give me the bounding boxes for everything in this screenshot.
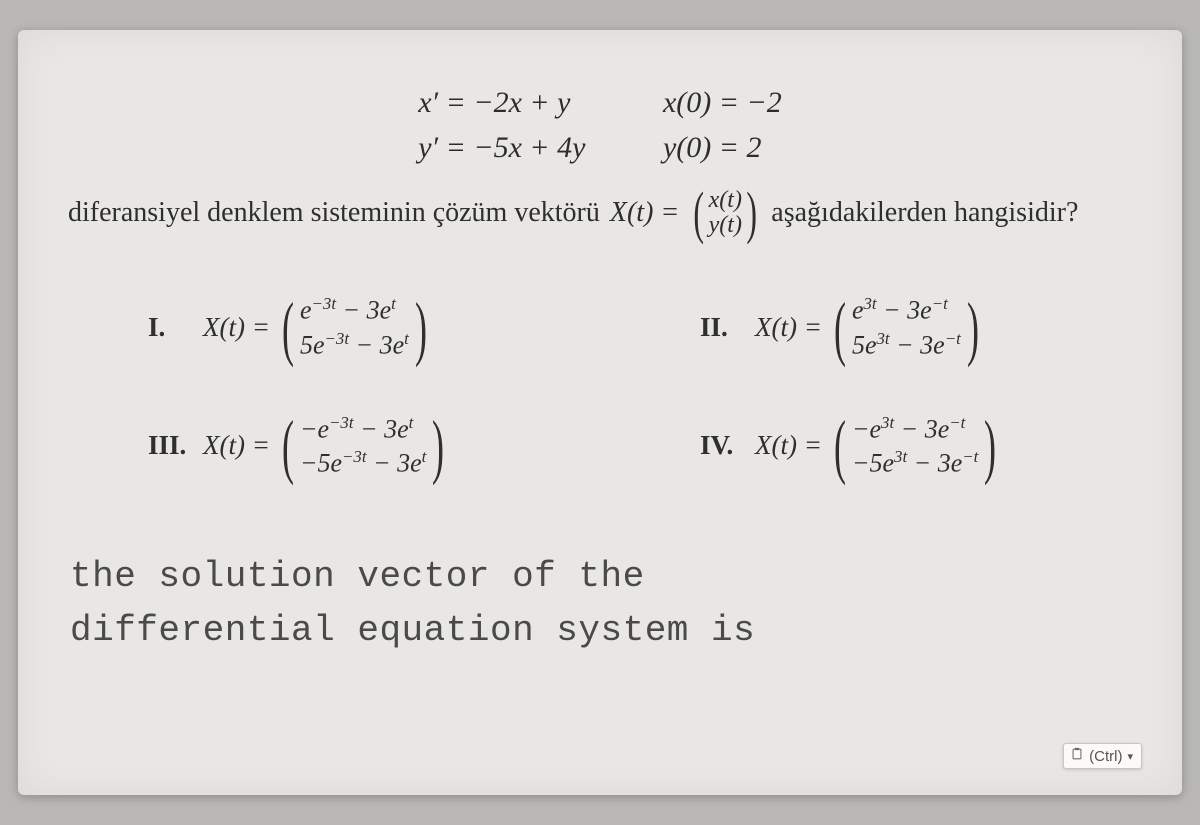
- eq1-ic: x(0) = −2: [663, 86, 782, 119]
- vec-row1: e3t − 3e−t: [852, 293, 961, 327]
- vec-row2: 5e3t − 3e−t: [852, 328, 961, 362]
- question-vector: ( x(t) y(t) ): [689, 188, 761, 238]
- vec-row2: 5e−3t − 3et: [300, 328, 409, 362]
- translation-text: the solution vector of the differential …: [58, 550, 1142, 658]
- option-lhs: X(t) =: [203, 312, 270, 343]
- option-III: III. X(t) = ( −e−3t − 3et −5e−3t − 3et ): [58, 412, 590, 480]
- option-vector: ( −e−3t − 3et −5e−3t − 3et ): [276, 412, 450, 480]
- translation-line1: the solution vector of the: [70, 556, 645, 597]
- eq1-lhs: x′ = −2x + y: [418, 86, 570, 119]
- question-text: diferansiyel denklem sisteminin çözüm ve…: [68, 188, 1132, 238]
- option-label: III.: [148, 430, 203, 461]
- ctrl-label: (Ctrl): [1089, 748, 1122, 765]
- options-grid: I. X(t) = ( e−3t − 3et 5e−3t − 3et ) II.…: [58, 293, 1142, 480]
- vec-row1: −e3t − 3e−t: [852, 412, 978, 446]
- option-label: II.: [700, 312, 755, 343]
- chevron-down-icon: ▾: [1127, 750, 1133, 763]
- option-vector: ( e3t − 3e−t 5e3t − 3e−t ): [828, 293, 985, 361]
- vec-top: x(t): [709, 188, 742, 213]
- option-IV: IV. X(t) = ( −e3t − 3e−t −5e3t − 3e−t ): [610, 412, 1142, 480]
- eq2-lhs: y′ = −5x + 4y: [418, 131, 585, 164]
- vec-row1: e−3t − 3et: [300, 293, 409, 327]
- option-I: I. X(t) = ( e−3t − 3et 5e−3t − 3et ): [58, 293, 590, 361]
- ctrl-button[interactable]: (Ctrl) ▾: [1063, 743, 1142, 769]
- option-lhs: X(t) =: [755, 312, 822, 343]
- paste-icon: [1070, 747, 1084, 765]
- translation-line2: differential equation system is: [70, 610, 755, 651]
- option-lhs: X(t) =: [203, 430, 270, 461]
- system-equations: x′ = −2x + y y′ = −5x + 4y x(0) = −2 y(0…: [58, 80, 1142, 170]
- vec-row1: −e−3t − 3et: [300, 412, 426, 446]
- eq2-ic: y(0) = 2: [663, 131, 762, 164]
- option-label: I.: [148, 312, 203, 343]
- question-post: aşağıdakilerden hangisidir?: [771, 193, 1078, 234]
- option-vector: ( e−3t − 3et 5e−3t − 3et ): [276, 293, 433, 361]
- option-II: II. X(t) = ( e3t − 3e−t 5e3t − 3e−t ): [610, 293, 1142, 361]
- vec-row2: −5e−3t − 3et: [300, 446, 426, 480]
- option-lhs: X(t) =: [755, 430, 822, 461]
- vec-row2: −5e3t − 3e−t: [852, 446, 978, 480]
- question-xt: X(t) =: [610, 193, 679, 234]
- option-label: IV.: [700, 430, 755, 461]
- vec-bot: y(t): [709, 213, 742, 238]
- question-pre: diferansiyel denklem sisteminin çözüm ve…: [68, 193, 600, 234]
- option-vector: ( −e3t − 3e−t −5e3t − 3e−t ): [828, 412, 1002, 480]
- question-paper: x′ = −2x + y y′ = −5x + 4y x(0) = −2 y(0…: [18, 30, 1182, 795]
